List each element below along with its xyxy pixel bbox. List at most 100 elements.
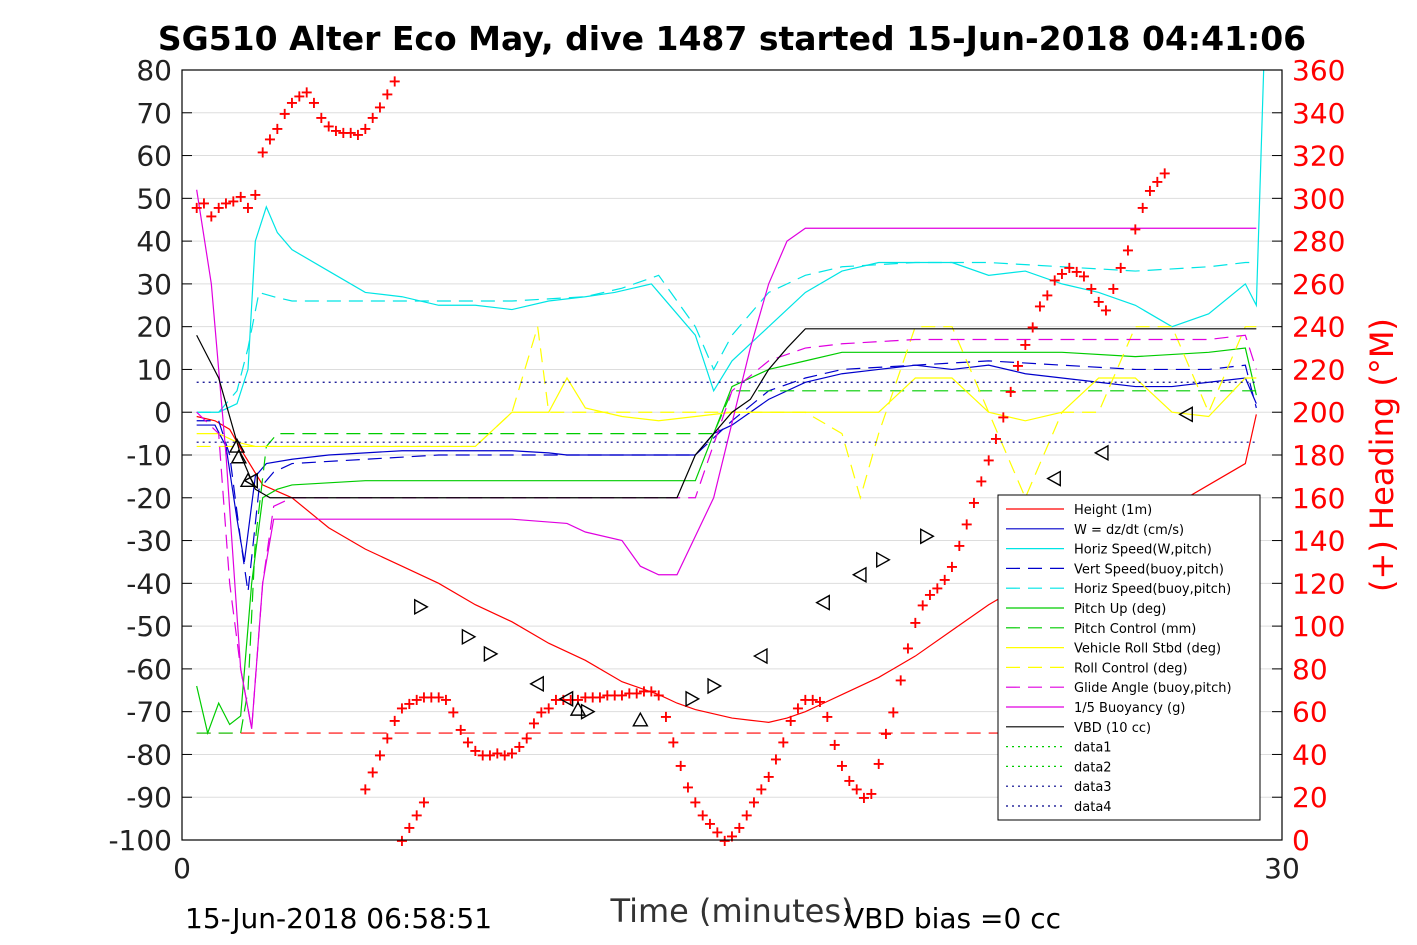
heading-marker: + (938, 570, 951, 589)
heading-marker: + (909, 613, 922, 632)
right-tick-label: 120 (1292, 567, 1345, 600)
heading-marker: + (1121, 241, 1134, 260)
left-tick-label: 70 (136, 97, 172, 130)
heading-marker: + (997, 408, 1010, 427)
heading-marker: + (498, 745, 511, 764)
heading-marker: + (916, 596, 929, 615)
triangle-marker (483, 645, 499, 663)
heading-marker: + (1033, 296, 1046, 315)
right-tick-label: 200 (1292, 396, 1345, 429)
heading-marker: + (645, 681, 658, 700)
triangle-marker (461, 628, 477, 645)
heading-marker: + (1202, 0, 1215, 4)
left-tick-label: -100 (108, 824, 172, 857)
heading-marker: + (491, 743, 504, 762)
left-tick-label: 50 (136, 182, 172, 215)
heading-marker: + (747, 793, 760, 812)
right-tick-label: 340 (1292, 97, 1345, 130)
heading-marker: + (857, 788, 870, 807)
right-tick-label: 280 (1292, 225, 1345, 258)
series-line-glide-angle-buoy-pitch- (196, 334, 1257, 729)
left-tick-label: -40 (126, 567, 172, 600)
left-tick-label: 60 (136, 140, 172, 173)
triangle-marker (632, 711, 649, 727)
heading-marker: + (410, 690, 423, 709)
heading-marker: + (1209, 0, 1222, 4)
heading-marker: + (395, 698, 408, 717)
heading-marker: + (652, 686, 665, 705)
left-tick-label: 30 (136, 268, 172, 301)
heading-marker: + (681, 778, 694, 797)
heading-marker: + (219, 194, 232, 213)
right-tick-label: 320 (1292, 140, 1345, 173)
heading-marker: + (769, 750, 782, 769)
heading-marker: + (777, 733, 790, 752)
heading-marker: + (212, 198, 225, 217)
heading-markers: ++++++++++++++++++++++++++++++++++++++++… (190, 0, 1259, 850)
triangle-marker (1046, 470, 1061, 487)
heading-marker: + (381, 85, 394, 104)
legend-label: Vert Speed(buoy,pitch) (1074, 562, 1224, 577)
heading-marker: + (989, 429, 1002, 448)
legend-label: Vehicle Roll Stbd (deg) (1074, 642, 1221, 657)
legend-label: Roll Control (deg) (1074, 661, 1188, 676)
triangle-marker (920, 528, 935, 545)
left-tick-label: -30 (126, 525, 172, 558)
series-line-horiz-speed-w-pitch- (196, 69, 1265, 413)
legend-label: Pitch Control (mm) (1074, 622, 1196, 637)
series-line-pitch-control-mm- (196, 390, 1257, 734)
heading-marker: + (417, 793, 430, 812)
triangle-marker (230, 448, 248, 464)
legend-label: Glide Angle (buoy,pitch) (1074, 681, 1232, 696)
legend-label: data4 (1074, 800, 1112, 815)
heading-marker: + (1187, 0, 1200, 4)
triangle-marker (685, 690, 701, 708)
legend-label: 1/5 Buoyancy (g) (1074, 701, 1185, 716)
heading-marker: + (1246, 0, 1259, 4)
heading-marker: + (1107, 279, 1120, 298)
heading-marker: + (945, 557, 958, 576)
heading-marker: + (579, 688, 592, 707)
heading-marker: + (1019, 335, 1032, 354)
heading-marker: + (821, 707, 834, 726)
heading-marker: + (755, 780, 768, 799)
heading-marker: + (520, 728, 533, 747)
x-axis-label: Time (minutes) (610, 892, 854, 930)
heading-marker: + (1026, 318, 1039, 337)
heading-marker: + (762, 767, 775, 786)
heading-marker: + (887, 703, 900, 722)
heading-marker: + (542, 698, 555, 717)
left-tick-label: 0 (154, 396, 172, 429)
heading-marker: + (799, 690, 812, 709)
heading-marker: + (689, 793, 702, 812)
legend-label: data1 (1074, 741, 1112, 756)
heading-marker: + (696, 805, 709, 824)
heading-marker: + (615, 686, 628, 705)
series-line-pitch-up-deg- (196, 347, 1257, 736)
heading-marker: + (733, 818, 746, 837)
heading-marker: + (373, 97, 386, 116)
triangle-marker (243, 472, 258, 489)
series-line-roll-control-deg- (196, 326, 1257, 500)
heading-marker: + (1173, 0, 1186, 4)
x-tick-label: 0 (173, 852, 191, 885)
heading-marker: + (337, 123, 350, 142)
triangle-markers (228, 406, 1193, 727)
triangle-marker (752, 647, 768, 665)
heading-marker: + (586, 688, 599, 707)
heading-marker: + (1041, 286, 1054, 305)
x-tick-label: 30 (1264, 852, 1300, 885)
heading-marker: + (1077, 266, 1090, 285)
heading-marker: + (1011, 356, 1024, 375)
heading-marker: + (293, 87, 306, 106)
heading-marker: + (791, 698, 804, 717)
heading-marker: + (227, 191, 240, 210)
heading-marker: + (535, 703, 548, 722)
heading-marker: + (505, 743, 518, 762)
legend-label: Horiz Speed(buoy,pitch) (1074, 582, 1231, 597)
heading-marker: + (982, 450, 995, 469)
heading-marker: + (901, 639, 914, 658)
left-tick-label: -90 (126, 781, 172, 814)
heading-marker: + (711, 822, 724, 841)
